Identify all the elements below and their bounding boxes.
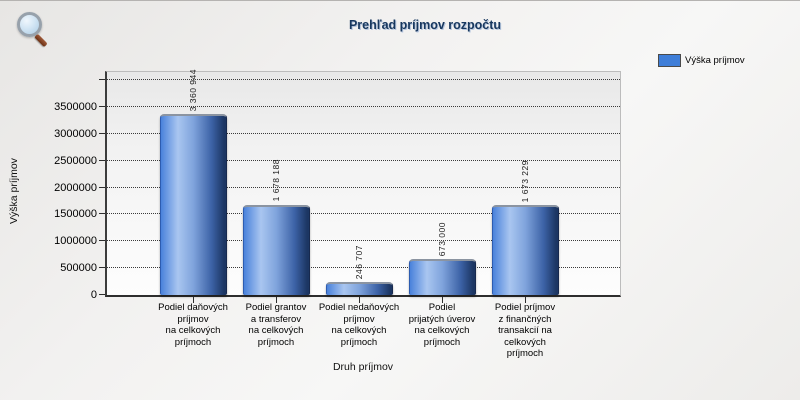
x-tick — [525, 297, 526, 303]
gridline — [107, 213, 620, 215]
x-tick — [359, 297, 360, 303]
y-tick — [99, 213, 105, 215]
gridline — [107, 186, 620, 188]
gridline — [107, 79, 620, 80]
y-tick-label: 3500000 — [54, 100, 97, 113]
bar-value-label: 673 000 — [437, 221, 447, 256]
bar — [325, 281, 393, 295]
y-tick-label: 2500000 — [54, 154, 97, 167]
x-category-label: Podiel prijatých úverov na celkových prí… — [408, 302, 476, 348]
legend-label: Výška príjmov — [685, 55, 745, 66]
y-tick — [99, 132, 105, 134]
x-tick — [193, 297, 194, 303]
bar-value-label: 1 673 229 — [520, 159, 530, 203]
magnifier-lens — [17, 12, 42, 37]
gridline — [107, 159, 620, 161]
y-tick-label: 3000000 — [54, 127, 97, 140]
x-category-label: Podiel príjmov z finančných transakcií n… — [494, 302, 556, 359]
y-tick — [99, 186, 105, 188]
x-tick — [442, 297, 443, 303]
gridline — [107, 105, 620, 107]
magnifier-handle — [34, 33, 48, 48]
y-tick — [99, 294, 105, 295]
x-category-label: Podiel grantov a transferov na celkových… — [245, 302, 307, 348]
bar — [491, 205, 559, 295]
bar — [408, 258, 476, 295]
y-tick — [99, 267, 105, 269]
legend-swatch — [658, 54, 681, 67]
plot-area: 0 500000 1000000 1500000 2000000 2500000 30000… — [54, 69, 621, 303]
y-axis-title: Výška príjmov — [8, 158, 20, 224]
x-category-label: Podiel daňových príjmov na celkových prí… — [158, 302, 228, 348]
x-axis-categories: Podiel daňových príjmov na celkových prí… — [107, 302, 623, 364]
gridline — [107, 240, 620, 242]
gridline — [107, 267, 620, 269]
bar — [242, 204, 310, 295]
bar-value-label: 1 678 188 — [271, 159, 281, 202]
magnifier-icon[interactable] — [14, 11, 50, 48]
y-tick-label: 0 — [90, 289, 97, 301]
y-tick — [99, 105, 105, 107]
y-tick-label: 1000000 — [54, 235, 97, 248]
bar-value-label: 246 707 — [354, 244, 364, 279]
gridline — [107, 132, 620, 134]
y-tick — [99, 240, 105, 242]
x-category-label: Podiel nedaňových príjmov na celkových p… — [318, 302, 400, 348]
y-tick — [99, 159, 105, 161]
legend[interactable]: Výška príjmov — [658, 54, 745, 67]
chart-title: Prehľad príjmov rozpočtu — [348, 18, 502, 32]
x-axis-title: Druh príjmov — [332, 361, 394, 373]
y-tick-label: 2000000 — [54, 181, 97, 194]
bar — [159, 114, 227, 295]
y-tick — [99, 79, 105, 80]
bar-value-label: 3 360 944 — [188, 69, 198, 112]
y-tick-label: 1500000 — [54, 208, 97, 221]
y-tick-label: 500000 — [60, 262, 97, 275]
x-tick — [276, 297, 277, 303]
